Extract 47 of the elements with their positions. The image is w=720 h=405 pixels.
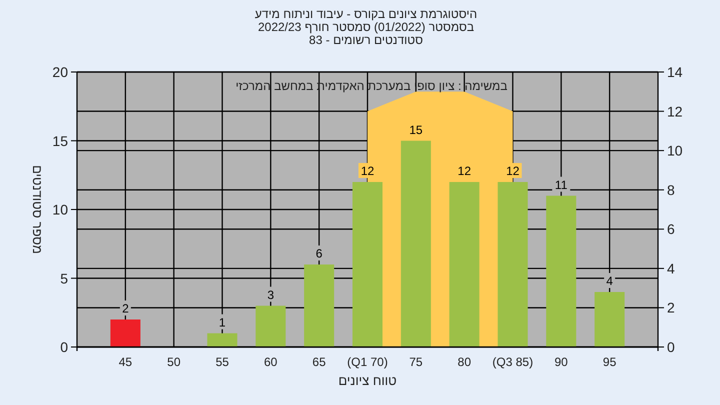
- x-tick-label: 60: [264, 355, 278, 369]
- x-tick-label: 90: [554, 355, 568, 369]
- data-label: 12: [360, 164, 374, 178]
- y2-tick-label: 10: [667, 142, 683, 159]
- y2-tick-label: 4: [667, 260, 675, 276]
- y2-tick-label: 14: [667, 64, 683, 80]
- y-tick-label: 10: [52, 202, 68, 218]
- x-tick-label: 45: [118, 355, 132, 369]
- bar: [449, 182, 480, 347]
- data-label: 3: [267, 288, 274, 302]
- y-tick-label: 0: [60, 339, 68, 355]
- data-label: 15: [409, 122, 423, 137]
- bar: [207, 333, 238, 347]
- data-label: 12: [458, 164, 472, 178]
- data-label: 2: [122, 302, 130, 316]
- x-tick-label: (Q1 70): [347, 355, 388, 369]
- y-tick-label: 20: [52, 64, 68, 80]
- x-axis-title: טווח ציונים: [338, 373, 397, 388]
- y-tick-label: 15: [52, 132, 68, 149]
- bar: [110, 320, 140, 347]
- y-tick-label: 5: [60, 270, 68, 286]
- x-tick-label: 80: [458, 355, 472, 369]
- x-tick-label: 55: [216, 355, 230, 369]
- data-label: 11: [554, 178, 568, 192]
- data-label: 12: [506, 164, 520, 178]
- x-tick-label: 50: [167, 355, 181, 369]
- y2-tick-label: 6: [667, 221, 675, 238]
- bar: [546, 196, 576, 347]
- x-tick-label: (Q3 85): [492, 355, 534, 369]
- bar: [400, 140, 431, 347]
- bar: [498, 182, 528, 347]
- bar: [594, 292, 625, 347]
- bar: [256, 306, 286, 347]
- data-label: 6: [316, 246, 323, 260]
- y-axis-title: מספר סטודנטים: [30, 165, 45, 254]
- y2-tick-label: 12: [667, 103, 683, 120]
- data-label: 1: [218, 315, 226, 330]
- bar: [352, 182, 383, 347]
- bar: [304, 264, 334, 347]
- chart-title: היסטוגרמת ציונים בקורס - עיבוד וניתוח מידע בסמסטר (01/2022) סמסטר חורף 2022/23 סטודנטים רשומים - 83: [254, 7, 478, 47]
- data-label: 4: [606, 274, 614, 288]
- x-tick-label: 65: [312, 355, 326, 369]
- y2-tick-label: 8: [667, 182, 675, 198]
- x-tick-label: 95: [602, 355, 617, 369]
- y2-tick-label: 0: [667, 339, 675, 355]
- x-tick-label: 75: [409, 355, 423, 369]
- y2-tick-label: 2: [667, 300, 675, 316]
